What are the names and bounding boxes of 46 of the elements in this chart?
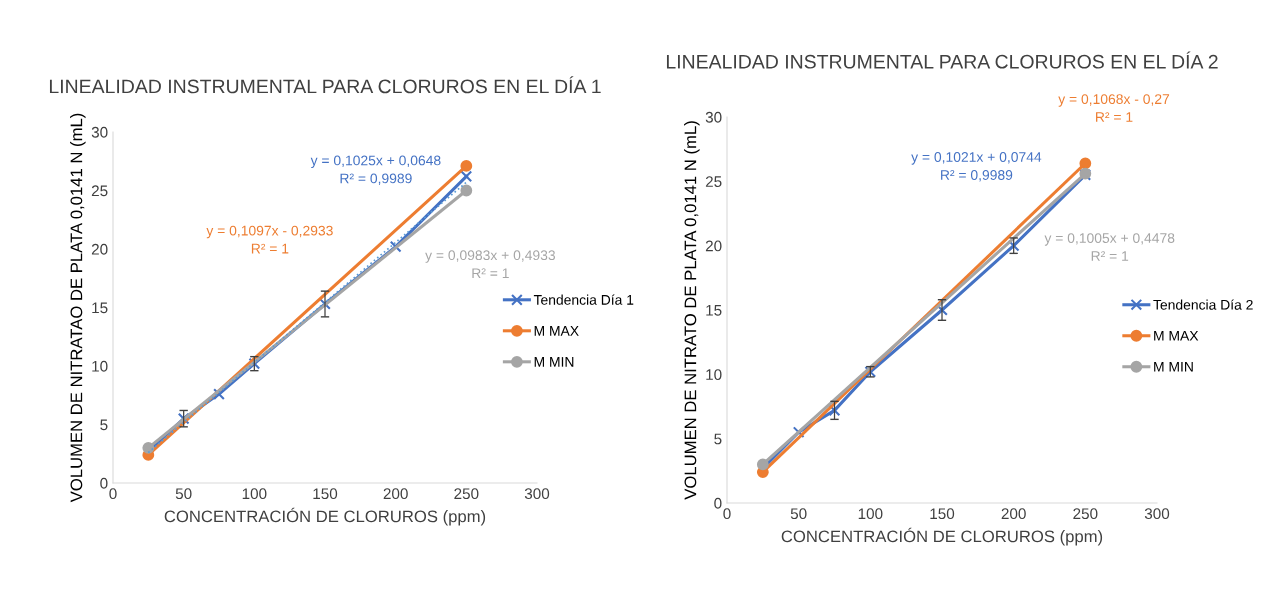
y-tick-label: 20 xyxy=(91,243,108,255)
y-tick-label: 30 xyxy=(91,126,108,138)
y-tick-label: 10 xyxy=(706,369,722,381)
y-tick-label: 20 xyxy=(705,240,722,252)
x-tick-label: 50 xyxy=(790,508,807,520)
x-tick-label: 250 xyxy=(454,488,479,500)
legend-label: M MAX xyxy=(1154,331,1199,341)
y-tick-label: 0 xyxy=(100,477,108,489)
x-axis-title: CONCENTRACIÓN DE CLORUROS (ppm) xyxy=(781,527,1103,546)
chart-title: LINEALIDAD INSTRUMENTAL PARA CLORUROS EN EL DÍA 1 xyxy=(49,76,601,94)
legend-label: Tendencia Día 1 xyxy=(533,294,634,305)
x-tick-label: 0 xyxy=(723,508,731,520)
y-tick-label: 5 xyxy=(100,419,108,431)
y-tick-label: 25 xyxy=(705,176,722,188)
legend-label: M MIN xyxy=(1154,362,1193,372)
annotation: y = 0,0983x + 0,4933 R² = 1 xyxy=(425,250,556,278)
annotation: y = 0,1097x - 0,2933 R² = 1 xyxy=(206,225,333,254)
y-tick-label: 15 xyxy=(92,302,108,314)
y-tick-label: 5 xyxy=(714,433,722,445)
annotation: y = 0,1068x - 0,27 R² = 1 xyxy=(1058,94,1170,122)
x-tick-label: 300 xyxy=(524,488,550,500)
x-tick-label: 200 xyxy=(383,488,408,500)
x-tick-label: 50 xyxy=(175,488,192,500)
x-tick-label: 150 xyxy=(930,508,955,520)
legend-label: M MIN xyxy=(534,357,574,367)
x-tick-label: 150 xyxy=(313,488,338,500)
y-tick-label: 10 xyxy=(92,360,108,372)
annotation: y = 0,1021x + 0,0744 R² = 0,9989 xyxy=(911,152,1042,182)
y-tick-label: 30 xyxy=(705,111,722,123)
chart-title: LINEALIDAD INSTRUMENTAL PARA CLORUROS EN EL DÍA 2 xyxy=(666,51,1218,69)
legend-label: Tendencia Día 2 xyxy=(1153,299,1253,310)
y-tick-label: 0 xyxy=(714,497,722,509)
legend-label: M MAX xyxy=(534,326,579,336)
y-axis-title: VOLUMEN DE NITRATO DE PLATA 0,0141 N (mL) xyxy=(684,121,700,500)
x-axis-title: CONCENTRACIÓN DE CLORUROS (ppm) xyxy=(164,507,486,526)
x-tick-label: 300 xyxy=(1144,508,1170,520)
annotation: y = 0,1005x + 0,4478 R² = 1 xyxy=(1044,233,1175,261)
x-tick-label: 0 xyxy=(109,488,117,500)
x-tick-label: 100 xyxy=(242,488,267,500)
y-tick-label: 25 xyxy=(91,185,108,197)
y-axis-title: VOLUMEN DE NITRATAO DE PLATA 0,0141 N (mL) xyxy=(70,113,86,503)
x-tick-label: 200 xyxy=(1001,508,1026,520)
x-tick-label: 250 xyxy=(1073,508,1098,520)
y-tick-label: 15 xyxy=(706,305,722,316)
x-tick-label: 100 xyxy=(858,508,883,520)
annotation: y = 0,1025x + 0,0648 R² = 0,9989 xyxy=(310,155,441,185)
